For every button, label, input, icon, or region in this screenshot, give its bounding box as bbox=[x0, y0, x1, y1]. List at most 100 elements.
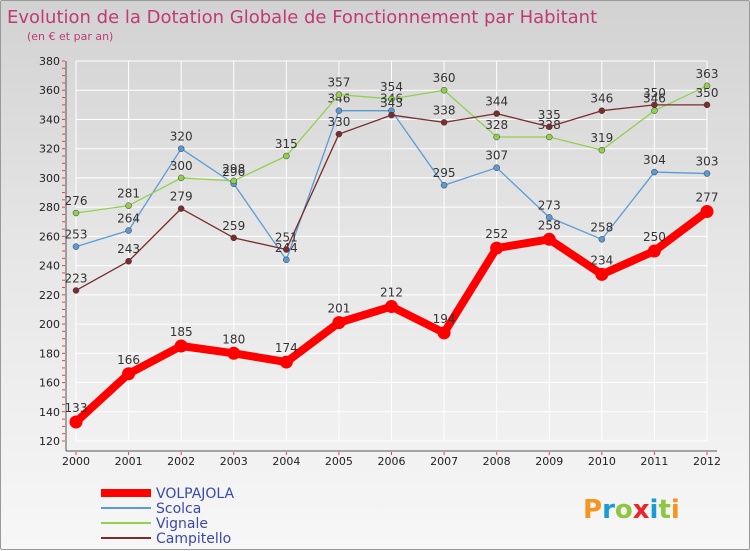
data-point bbox=[122, 367, 136, 381]
y-tick-label: 200 bbox=[39, 318, 60, 331]
data-label: 343 bbox=[380, 96, 403, 110]
data-label: 258 bbox=[590, 220, 613, 234]
data-label: 174 bbox=[275, 341, 298, 355]
y-tick-label: 320 bbox=[39, 143, 60, 156]
data-point bbox=[700, 205, 714, 219]
data-point bbox=[647, 244, 661, 258]
data-label: 264 bbox=[117, 212, 140, 226]
data-point bbox=[493, 133, 500, 141]
data-label: 252 bbox=[485, 227, 508, 241]
data-point bbox=[542, 232, 556, 246]
x-tick-label: 2005 bbox=[325, 455, 353, 468]
data-label: 338 bbox=[433, 103, 456, 117]
data-point bbox=[227, 346, 241, 360]
data-point bbox=[598, 107, 606, 114]
data-point bbox=[598, 146, 606, 154]
data-label: 295 bbox=[433, 166, 456, 180]
data-point bbox=[651, 107, 658, 114]
y-tick-label: 140 bbox=[39, 406, 60, 419]
data-point bbox=[388, 95, 395, 103]
data-point bbox=[125, 257, 132, 265]
data-label: 234 bbox=[590, 253, 613, 267]
data-point bbox=[335, 91, 343, 98]
x-tick-label: 2001 bbox=[115, 455, 143, 468]
axes: 120 140 160 180 200 220 240 260 280 300 320 340 360 3… bbox=[39, 55, 721, 468]
data-label: 350 bbox=[643, 86, 666, 100]
data-label: 300 bbox=[170, 159, 193, 173]
y-tick-label: 120 bbox=[39, 435, 60, 448]
data-label: 277 bbox=[696, 191, 719, 205]
data-point bbox=[651, 168, 658, 176]
data-label: 258 bbox=[538, 218, 561, 232]
data-point bbox=[174, 339, 188, 353]
data-point bbox=[283, 256, 290, 264]
data-label: 344 bbox=[485, 95, 508, 109]
data-point bbox=[440, 86, 448, 94]
data-label: 133 bbox=[65, 401, 88, 415]
data-point bbox=[177, 205, 185, 212]
data-point bbox=[72, 287, 80, 294]
series-vignale: 276281300298315357354360328328319346363 bbox=[65, 67, 719, 217]
y-tick-label: 160 bbox=[39, 377, 60, 390]
data-point bbox=[177, 174, 185, 182]
data-label: 363 bbox=[696, 67, 719, 81]
data-label: 303 bbox=[696, 155, 719, 169]
data-label: 315 bbox=[275, 137, 298, 151]
chart-title: Evolution de la Dotation Globale de Fonc… bbox=[7, 7, 597, 28]
data-label: 212 bbox=[380, 286, 403, 300]
data-label: 250 bbox=[643, 230, 666, 244]
y-tick-label: 280 bbox=[39, 201, 60, 214]
logo-letter: i bbox=[650, 495, 659, 525]
data-point bbox=[703, 82, 711, 90]
data-label: 281 bbox=[117, 187, 140, 201]
data-point bbox=[283, 246, 290, 253]
logo-letter: r bbox=[602, 495, 615, 525]
x-tick-label: 2011 bbox=[640, 455, 668, 468]
data-point bbox=[125, 227, 132, 234]
x-tick-label: 2006 bbox=[378, 455, 406, 468]
logo-letter: i bbox=[671, 495, 680, 525]
x-tick-label: 2000 bbox=[62, 455, 90, 468]
series-layer: 2532643202962443463462953072732583043032… bbox=[65, 67, 719, 429]
data-label: 328 bbox=[485, 118, 508, 132]
x-tick-label: 2003 bbox=[220, 455, 248, 468]
data-label: 251 bbox=[275, 231, 298, 245]
data-point bbox=[335, 130, 343, 138]
data-label: 253 bbox=[65, 228, 88, 242]
y-tick-label: 180 bbox=[39, 347, 60, 360]
data-point bbox=[598, 236, 606, 243]
data-point bbox=[490, 241, 504, 255]
chart-subtitle: (en € et par an) bbox=[27, 30, 113, 43]
data-label: 223 bbox=[65, 271, 88, 285]
logo-text: Proxiti bbox=[583, 495, 680, 525]
data-point bbox=[440, 181, 448, 189]
data-point bbox=[69, 415, 83, 429]
data-label: 350 bbox=[696, 86, 719, 100]
legend-label: Vignale bbox=[156, 516, 208, 532]
proxiti-logo: Proxiti bbox=[583, 495, 680, 525]
data-label: 259 bbox=[222, 219, 245, 233]
data-point bbox=[177, 145, 185, 152]
data-label: 330 bbox=[327, 115, 350, 129]
logo-letter: P bbox=[583, 495, 602, 525]
data-point bbox=[332, 316, 346, 330]
data-point bbox=[595, 267, 609, 281]
data-label: 273 bbox=[538, 198, 561, 212]
x-tick-label: 2012 bbox=[693, 455, 721, 468]
data-point bbox=[703, 101, 711, 109]
data-point bbox=[493, 110, 500, 117]
x-tick-label: 2002 bbox=[167, 455, 195, 468]
data-label: 194 bbox=[433, 312, 456, 326]
legend-item-scolca: Scolca bbox=[101, 501, 201, 517]
data-point bbox=[703, 170, 711, 177]
data-label: 279 bbox=[170, 190, 193, 204]
data-label: 243 bbox=[117, 242, 140, 256]
legend-label: Scolca bbox=[156, 501, 201, 517]
y-tick-label: 360 bbox=[39, 84, 60, 97]
legend-item-volpajola: VOLPAJOLA bbox=[101, 486, 235, 502]
data-point bbox=[230, 177, 237, 185]
data-label: 335 bbox=[538, 108, 561, 122]
